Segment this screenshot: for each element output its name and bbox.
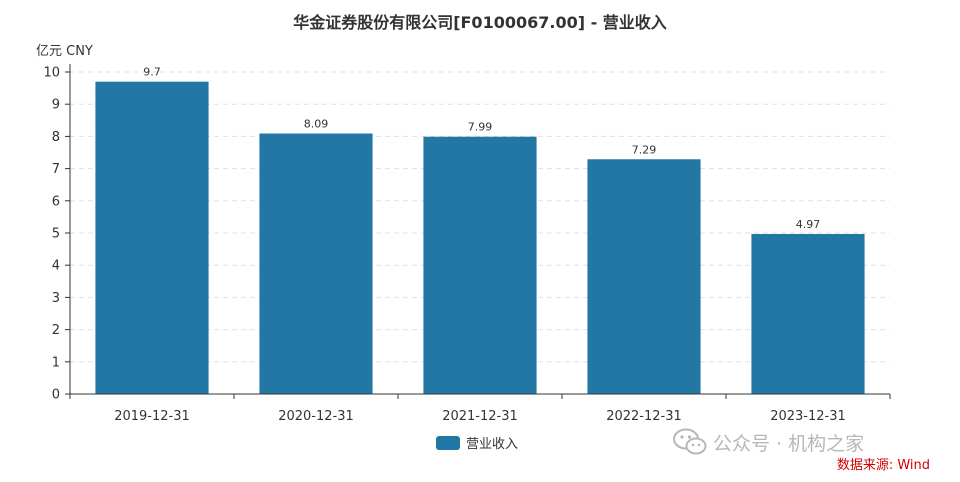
legend-label: 营业收入 bbox=[466, 437, 518, 452]
y-tick-label: 4 bbox=[52, 259, 60, 274]
y-tick-label: 7 bbox=[52, 162, 60, 177]
y-tick-label: 10 bbox=[43, 66, 60, 81]
x-tick-label: 2023-12-31 bbox=[770, 409, 846, 424]
x-tick-label: 2019-12-31 bbox=[114, 409, 190, 424]
bar[interactable] bbox=[95, 81, 209, 394]
y-tick-label: 9 bbox=[52, 98, 60, 113]
y-tick-label: 2 bbox=[52, 323, 60, 338]
data-source: 数据来源: Wind bbox=[836, 458, 930, 473]
bar[interactable] bbox=[587, 159, 701, 394]
data-label: 4.97 bbox=[796, 218, 821, 231]
y-tick-label: 5 bbox=[52, 227, 60, 242]
legend[interactable]: 营业收入 bbox=[436, 436, 518, 452]
watermark-text: 公众号 · 机构之家 bbox=[713, 432, 865, 455]
labels: 0 1 2 3 4 5 6 7 8 9 10 9.7 2019-12-31 8.09 2020-12-31 7… bbox=[43, 66, 845, 425]
y-tick-label: 1 bbox=[52, 355, 60, 370]
data-label: 8.09 bbox=[304, 118, 329, 131]
bars bbox=[95, 81, 865, 395]
x-tick-label: 2021-12-31 bbox=[442, 409, 518, 424]
y-axis-unit: 亿元 CNY bbox=[36, 44, 93, 59]
data-label: 9.7 bbox=[143, 66, 161, 79]
bar[interactable] bbox=[423, 136, 537, 395]
data-label: 7.29 bbox=[632, 143, 657, 156]
x-tick-label: 2022-12-31 bbox=[606, 409, 682, 424]
chart-title: 华金证券股份有限公司[F0100067.00] - 营业收入 bbox=[293, 13, 667, 32]
y-tick-label: 3 bbox=[52, 291, 60, 306]
legend-swatch bbox=[436, 436, 460, 450]
y-tick-label: 0 bbox=[52, 388, 60, 403]
wechat-icon bbox=[673, 428, 707, 455]
data-label: 7.99 bbox=[468, 121, 493, 134]
bar[interactable] bbox=[259, 133, 373, 394]
axes bbox=[65, 64, 891, 399]
y-tick-label: 8 bbox=[52, 130, 60, 145]
bar[interactable] bbox=[751, 233, 865, 394]
watermark: 公众号 · 机构之家 bbox=[673, 428, 864, 456]
x-tick-label: 2020-12-31 bbox=[278, 409, 354, 424]
y-tick-label: 6 bbox=[52, 194, 60, 209]
